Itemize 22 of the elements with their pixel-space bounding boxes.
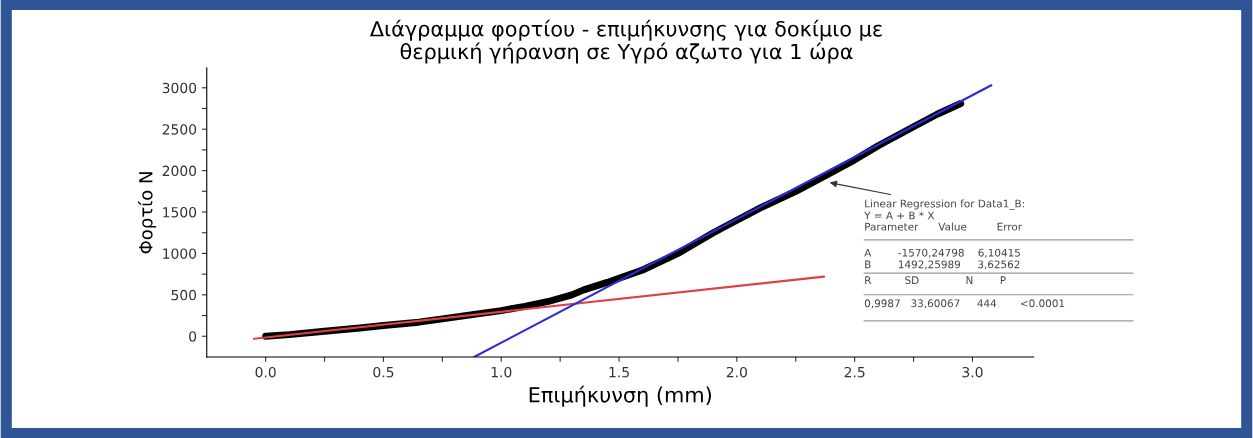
y-tick-label: 2000 (162, 165, 197, 177)
annotation: R SD N P (865, 276, 1006, 285)
x-tick-label: 3.0 (962, 366, 983, 378)
y-tick-label: 1000 (163, 248, 197, 259)
chart-title: Διάγραμμα φορτίου - επιμήκυνσης για δοκίμιο με θερμική γήρανση σε Υγρό αζωτο για 1 ώρα (369, 19, 882, 64)
x-tick-label: 1.0 (491, 366, 512, 378)
x-tick-label: 0.5 (373, 366, 394, 378)
y-tick-label: 1500 (163, 206, 197, 218)
x-tick-label: 1.5 (609, 367, 629, 378)
x-tick-label: 2.5 (844, 366, 865, 378)
y-tick-label: 500 (171, 289, 197, 301)
annotation: 0,9987 33,60067 444 <0.0001 (864, 299, 1065, 309)
annotation: Parameter Value Error (865, 222, 1023, 231)
x-tick-label: 2.0 (726, 366, 747, 378)
y-tick-label: 0 (189, 331, 197, 342)
y-axis-title: Φορτίο N (137, 172, 157, 254)
x-axis-title: Επιμήκυνση (mm) (529, 385, 711, 407)
y-tick-label: 2500 (162, 124, 197, 135)
y-tick-label: 3000 (162, 82, 197, 94)
x-tick-label: 0.0 (255, 366, 276, 378)
annotation: Linear Regression for Data1_B: Y = A + B * X (864, 199, 1024, 220)
annotation: A -1570,24798 6,10415 B 1492,25989 3,62562 (864, 248, 1020, 270)
